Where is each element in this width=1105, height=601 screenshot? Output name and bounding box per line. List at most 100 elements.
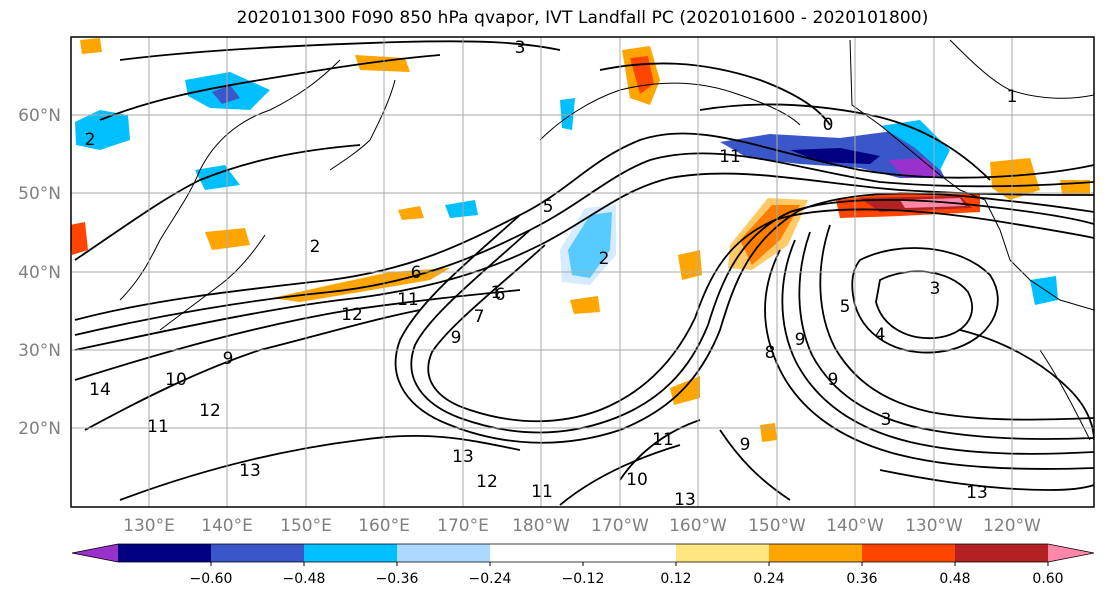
contour-label: 0: [823, 115, 834, 135]
contour-label: 10: [165, 370, 187, 390]
contour-label: 3: [515, 38, 526, 58]
contour-line: [74, 144, 361, 261]
colorbar-swatch: [862, 544, 956, 562]
contour-label: 9: [828, 370, 839, 390]
colorbar: −0.60 −0.48 −0.36 −0.24 −0.12 0.12 0.24 0.36 0.4…: [71, 543, 1095, 587]
contour-label: 8: [765, 343, 776, 363]
contour-label: 2: [599, 249, 610, 269]
positive-anomaly-patch: [670, 376, 700, 405]
lon-tick-label: 170°E: [437, 516, 489, 536]
contour-line: [99, 54, 441, 121]
colorbar-swatch: [676, 544, 770, 562]
contour-label: 7: [474, 307, 485, 327]
contour-label: 3: [881, 410, 892, 430]
colorbar-tick-label: 0.36: [846, 571, 877, 587]
contour-label: 11: [719, 147, 741, 167]
contour-label: 9: [451, 328, 462, 348]
positive-anomaly-patch: [80, 38, 102, 54]
coastline: [539, 82, 801, 141]
contour-labels: 3 1 2 2 6 11 12 9 10 11 12 13 13 12 11 1…: [85, 38, 1018, 510]
contour-label: 6: [495, 285, 506, 305]
contour-label: 5: [840, 297, 851, 317]
colorbar-tick-label: 0.12: [660, 571, 691, 587]
contour-label: 13: [452, 447, 474, 467]
lat-tick-label: 60°N: [18, 106, 61, 126]
colorbar-tick-label: 0.60: [1032, 571, 1063, 587]
contour-label: 13: [674, 490, 696, 510]
lat-tick-label: 40°N: [18, 263, 61, 283]
colorbar-tick-label: −0.12: [562, 571, 605, 587]
colorbar-swatch: [397, 544, 491, 562]
anomaly-fill-patches: [71, 38, 1090, 442]
contour-label: 5: [543, 197, 554, 217]
map-area: 3 1 2 2 6 11 12 9 10 11 12 13 13 12 11 1…: [71, 37, 1094, 510]
contour-line: [781, 239, 1094, 455]
contour-line: [559, 444, 681, 506]
coastline: [949, 39, 1094, 99]
lon-tick-label: 170°W: [591, 516, 649, 536]
contour-line: [394, 192, 1094, 444]
contour-label: 11: [652, 430, 674, 450]
lat-tick-label: 50°N: [18, 184, 61, 204]
contour-line: [74, 289, 521, 381]
contour-lines: [74, 40, 1094, 506]
chart-title: 2020101300 F090 850 hPa qvapor, IVT Land…: [236, 8, 929, 28]
contour-label: 6: [411, 263, 422, 283]
contour-label: 9: [795, 330, 806, 350]
lat-tick-label: 30°N: [18, 341, 61, 361]
colorbar-swatch: [583, 544, 677, 562]
lon-tick-label: 180°W: [512, 516, 570, 536]
negative-anomaly-patch: [445, 200, 478, 218]
coastline: [849, 39, 1094, 311]
colorbar-swatch: [490, 544, 584, 562]
lon-tick-label: 120°W: [983, 516, 1041, 536]
colorbar-swatch: [304, 544, 398, 562]
negative-anomaly-patch: [212, 85, 240, 104]
contour-label: 11: [147, 417, 169, 437]
lon-tick-label: 150°W: [748, 516, 806, 536]
colorbar-swatch: [769, 544, 863, 562]
contour-label: 1: [1007, 87, 1018, 107]
colorbar-extend-high: [1048, 544, 1094, 562]
negative-anomaly-patch: [195, 165, 240, 190]
colorbar-swatch: [211, 544, 305, 562]
contour-line: [599, 62, 831, 126]
contour-label: 11: [397, 290, 419, 310]
negative-anomaly-patch: [888, 158, 940, 178]
contour-label: 2: [310, 237, 321, 257]
contour-label: 9: [223, 349, 234, 369]
contour-line: [410, 198, 1094, 434]
contour-label: 12: [199, 401, 221, 421]
contour-line: [74, 172, 1094, 351]
contour-label: 1: [491, 283, 502, 303]
longitude-axis: 130°E 140°E 150°E 160°E 170°E 180°W 170°…: [123, 516, 1041, 536]
contour-label: 2: [85, 130, 96, 150]
contour-line: [879, 469, 1094, 491]
colorbar-tick-label: −0.24: [469, 571, 512, 587]
contour-line: [819, 224, 1094, 421]
negative-anomaly-patch: [880, 120, 950, 170]
lon-tick-label: 130°W: [905, 516, 963, 536]
colorbar-tick-label: 0.24: [753, 571, 784, 587]
contour-line: [74, 132, 1094, 321]
contour-label: 13: [239, 461, 261, 481]
colorbar-swatch: [955, 544, 1049, 562]
contour-label: 13: [966, 483, 988, 503]
contour-line: [798, 231, 1094, 440]
contour-line: [851, 247, 999, 354]
positive-anomaly-patch: [760, 423, 777, 442]
latitude-axis: 60°N 50°N 40°N 30°N 20°N: [18, 106, 61, 439]
lon-tick-label: 150°E: [280, 516, 332, 536]
lon-tick-label: 160°E: [358, 516, 410, 536]
lat-tick-label: 20°N: [18, 419, 61, 439]
contour-label: 10: [626, 470, 648, 490]
colorbar-outline: [71, 543, 1095, 563]
positive-anomaly-patch: [570, 296, 600, 314]
positive-anomaly-patch: [990, 158, 1040, 200]
contour-label: 4: [875, 325, 886, 345]
coastline: [1039, 349, 1091, 441]
coastlines: [119, 39, 1094, 441]
colorbar-tick-label: −0.48: [283, 571, 326, 587]
contour-label: 11: [531, 482, 553, 502]
positive-anomaly-patch: [71, 222, 88, 255]
